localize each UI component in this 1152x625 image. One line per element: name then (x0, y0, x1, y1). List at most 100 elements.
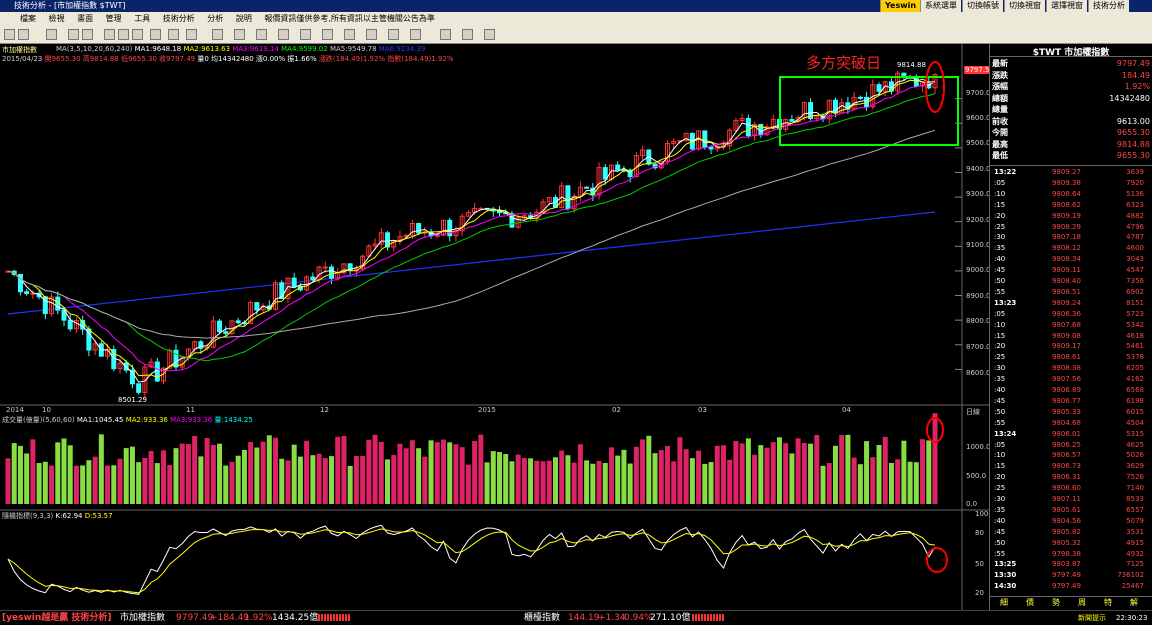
candle-body (764, 126, 770, 136)
toolbar-rect-icon[interactable] (300, 29, 311, 40)
x-label: 10 (42, 406, 51, 414)
toolbar-period-icon[interactable] (46, 29, 57, 40)
toolbar-color-icon[interactable] (440, 29, 451, 40)
tab-tech-analysis[interactable]: 技術分析 (1088, 0, 1129, 12)
tab-explain[interactable]: 解 (1130, 598, 1138, 607)
y-tick: 9200.0 (966, 216, 991, 224)
volume-bar (49, 465, 55, 504)
tick-time: :15 (994, 331, 1006, 340)
toolbar-zoom-out-icon[interactable] (82, 29, 93, 40)
toolbar-candle-icon[interactable] (168, 29, 179, 40)
tick-volume: 736102 (1117, 571, 1144, 580)
toolbar-save-icon[interactable] (484, 29, 495, 40)
news-alert[interactable]: 新聞提示 (1078, 614, 1106, 622)
toolbar-chart-icon[interactable] (132, 29, 143, 40)
menu-help[interactable]: 說明 (235, 14, 252, 23)
tick-price: 9806.89 (1052, 386, 1081, 394)
axis-unit-label[interactable]: 日線 (966, 408, 980, 416)
toolbar-arrow-icon[interactable] (388, 29, 399, 40)
tick-volume: 4882 (1126, 211, 1144, 220)
tab-system-menu[interactable]: 系統選單 (920, 0, 961, 12)
toolbar-ellipse-icon[interactable] (322, 29, 333, 40)
tick-row: :10 9808.64 5136 (990, 190, 1150, 199)
toolbar-ruler-icon[interactable] (278, 29, 289, 40)
toolbar-zoom-in-icon[interactable] (68, 29, 79, 40)
quote-value: 1.92% (1124, 82, 1150, 91)
toolbar-layout-icon[interactable] (104, 29, 115, 40)
volume-bar (161, 450, 167, 504)
tick-price: 9806.25 (1052, 440, 1081, 449)
tick-row: :15 9806.73 3629 (990, 462, 1150, 471)
volume-bar (279, 458, 285, 504)
tab-trend[interactable]: 勢 (1052, 598, 1060, 607)
toolbar-pencil-icon[interactable] (212, 29, 223, 40)
toolbar-cursor-icon[interactable] (4, 29, 15, 40)
volume-bar (857, 464, 863, 504)
volume-bar (297, 456, 303, 504)
menu-view[interactable]: 檢視 (48, 14, 65, 23)
toolbar-grid-icon[interactable] (150, 29, 161, 40)
toolbar-window-icon[interactable] (118, 29, 129, 40)
volume-bar (776, 437, 782, 504)
menu-file[interactable]: 檔案 (20, 14, 36, 23)
chart-date: 2015/04/23 (2, 55, 43, 63)
tab-price[interactable]: 價 (1026, 598, 1034, 607)
volume-bar (876, 444, 882, 504)
ma4-value: MA4:9599.02 (281, 45, 328, 53)
volume-bar (808, 443, 814, 504)
volume-bar (546, 460, 552, 504)
volume-bar (61, 438, 67, 504)
tick-time: 13:30 (994, 571, 1017, 580)
tick-time: :25 (994, 353, 1006, 362)
quote-row-4: 總量 (992, 105, 1150, 115)
tab-switch-window[interactable]: 切換視窗 (1004, 0, 1045, 12)
menu-tools[interactable]: 工具 (134, 14, 151, 23)
tick-time: :35 (994, 375, 1006, 384)
status-otc-name[interactable]: 櫃檯指數 (524, 613, 561, 623)
quote-row-7: 最高 9814.88 (992, 140, 1150, 150)
tick-row: 13:25 9803.87 7125 (990, 560, 1150, 569)
tab-special[interactable]: 特 (1104, 598, 1112, 607)
toolbar-crosshair-icon[interactable] (18, 29, 29, 40)
tick-time: :55 (994, 287, 1006, 296)
quote-row-8: 最低 9655.30 (992, 151, 1150, 161)
chart-area[interactable]: 市加權指數 MA(3,5,10,20,60,240) MA1:9648.18 M… (0, 44, 991, 610)
volume-bar (11, 443, 17, 504)
volume-bar (17, 445, 23, 504)
tick-volume: 3531 (1126, 527, 1144, 536)
tab-switch-account[interactable]: 切換帳號 (962, 0, 1003, 12)
toolbar-eraser-icon[interactable] (410, 29, 421, 40)
tab-week[interactable]: 周 (1078, 598, 1086, 607)
candle-body (129, 369, 135, 385)
toolbar-channel-icon[interactable] (366, 29, 377, 40)
candle-body (441, 219, 447, 236)
status-taiex-meter (318, 614, 350, 621)
volume-bar (248, 441, 254, 504)
menu-tech-analysis[interactable]: 技術分析 (162, 14, 195, 23)
toolbar-bar-icon[interactable] (186, 29, 197, 40)
tick-price: 9809.08 (1052, 331, 1081, 340)
candle-body (67, 319, 73, 330)
toolbar-line-icon[interactable] (234, 29, 245, 40)
toolbar-list-icon[interactable] (462, 29, 473, 40)
tick-row: :25 9806.60 7140 (990, 484, 1150, 493)
volume-bar (397, 443, 403, 504)
candle-body (341, 263, 347, 274)
toolbar-fib-icon[interactable] (344, 29, 355, 40)
status-taiex-name[interactable]: 市加權指數 (120, 613, 166, 623)
tick-price: 9804.56 (1052, 516, 1081, 525)
menu-screen[interactable]: 畫面 (77, 14, 94, 23)
tab-select-window[interactable]: 選擇視窗 (1046, 0, 1087, 12)
volume-bar (447, 442, 453, 504)
menu-manage[interactable]: 管理 (105, 14, 122, 23)
tick-time: :20 (994, 342, 1006, 351)
chart-canvas[interactable] (0, 44, 990, 610)
menu-analysis[interactable]: 分析 (207, 14, 224, 23)
volume-bar (503, 454, 509, 504)
y-tick: 9700.0 (966, 89, 991, 97)
volume-bar (30, 439, 36, 504)
volume-bar (920, 439, 926, 504)
tab-detail[interactable]: 細 (1000, 598, 1008, 607)
quote-value: 9613.00 (1116, 116, 1150, 126)
toolbar-text-icon[interactable] (256, 29, 267, 40)
